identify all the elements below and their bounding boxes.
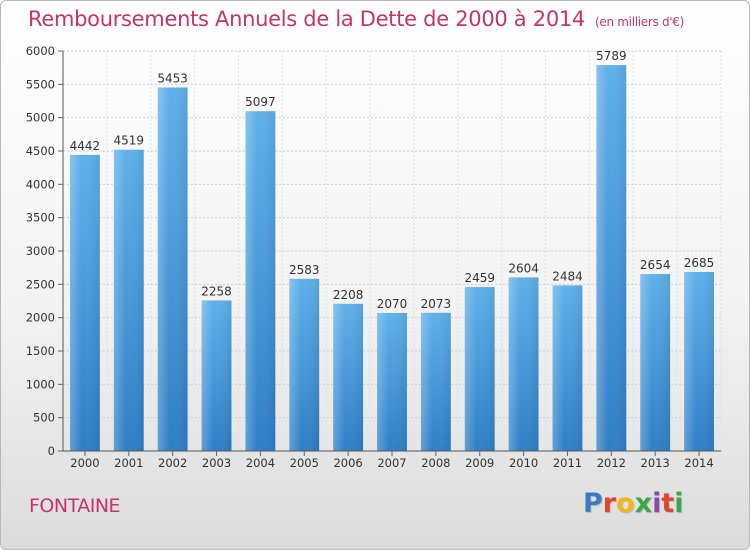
bar-shading [289,278,320,451]
x-tick-label: 2000 [70,456,99,470]
x-tick-label: 2011 [553,456,582,470]
y-tick-label: 6000 [26,44,55,58]
y-tick-label: 5000 [26,111,55,125]
data-label: 2583 [289,263,320,277]
x-tick-label: 2013 [641,456,670,470]
bar-shading [377,313,407,451]
logo-letter: x [634,488,653,519]
y-tick-label: 500 [33,411,55,425]
chart-title: Remboursements Annuels de la Dette de 20… [28,7,684,31]
data-label: 2070 [377,297,408,311]
x-tick-label: 2010 [509,456,538,470]
bar-shading [684,272,714,451]
logo-letter: t [661,488,675,519]
bar-shading [596,65,627,452]
bar-shading [464,287,495,451]
bar-shading [70,154,100,451]
chart-title-text: Remboursements Annuels de la Dette de 20… [28,7,585,31]
x-tick-label: 2003 [202,456,231,470]
data-label: 2073 [421,297,452,311]
data-label: 2685 [684,256,715,270]
y-tick-label: 1000 [26,377,55,391]
y-tick-label: 2500 [26,277,55,291]
bar-shading [552,285,583,451]
data-label: 2484 [552,269,583,283]
logo-letter: i [674,488,684,519]
x-tick-label: 2007 [377,456,406,470]
y-tick-label: 0 [48,444,55,458]
data-label: 5097 [245,95,276,109]
bar-shading [420,312,451,451]
x-tick-label: 2008 [421,456,450,470]
bar-shading [508,277,539,451]
bar-shading [201,300,232,451]
chart-subtitle: (en milliers d'€) [595,15,685,29]
bar-shading [113,149,144,451]
bar-shading [245,111,276,451]
x-tick-label: 2001 [114,456,143,470]
logo-letter: o [616,488,635,519]
x-tick-label: 2005 [290,456,319,470]
town-name: FONTAINE [29,495,121,517]
x-tick-label: 2014 [684,456,713,470]
bar-chart: 4442 4519 5453 2258 5097 2583 2208 2070 2073 2459… [26,44,722,470]
data-label: 2208 [333,288,364,302]
data-label: 4519 [114,134,145,148]
data-label: 2604 [508,261,539,275]
bar-shading [157,87,188,451]
bars: 4442 4519 5453 2258 5097 2583 2208 2070 2073 2459… [70,49,715,452]
y-tick-label: 5500 [26,77,55,91]
data-label: 2459 [464,271,495,285]
data-label: 4442 [70,139,101,153]
data-label: 2258 [201,284,232,298]
y-tick-label: 3500 [26,211,55,225]
logo-letter: i [652,488,662,519]
x-tick-label: 2002 [158,456,187,470]
y-tick-label: 3000 [26,244,55,258]
data-label: 5453 [157,71,188,85]
bar-shading [640,274,671,451]
data-label: 5789 [596,49,627,63]
bar-shading [333,303,364,451]
data-label: 2654 [640,258,671,272]
y-tick-label: 4000 [26,177,55,191]
x-tick-label: 2009 [465,456,494,470]
logo-letter: r [602,488,617,519]
x-tick-label: 2004 [246,456,275,470]
y-tick-label: 4500 [26,144,55,158]
axes: 0 500 1000 1500 2000 2500 3000 3500 4000 4500 5000… [26,44,721,470]
logo-letter: P [583,488,603,519]
x-tick-label: 2006 [333,456,362,470]
y-tick-label: 1500 [26,344,55,358]
y-tick-label: 2000 [26,311,55,325]
proxiti-logo: Proxiti [583,488,684,519]
x-tick-label: 2012 [597,456,626,470]
